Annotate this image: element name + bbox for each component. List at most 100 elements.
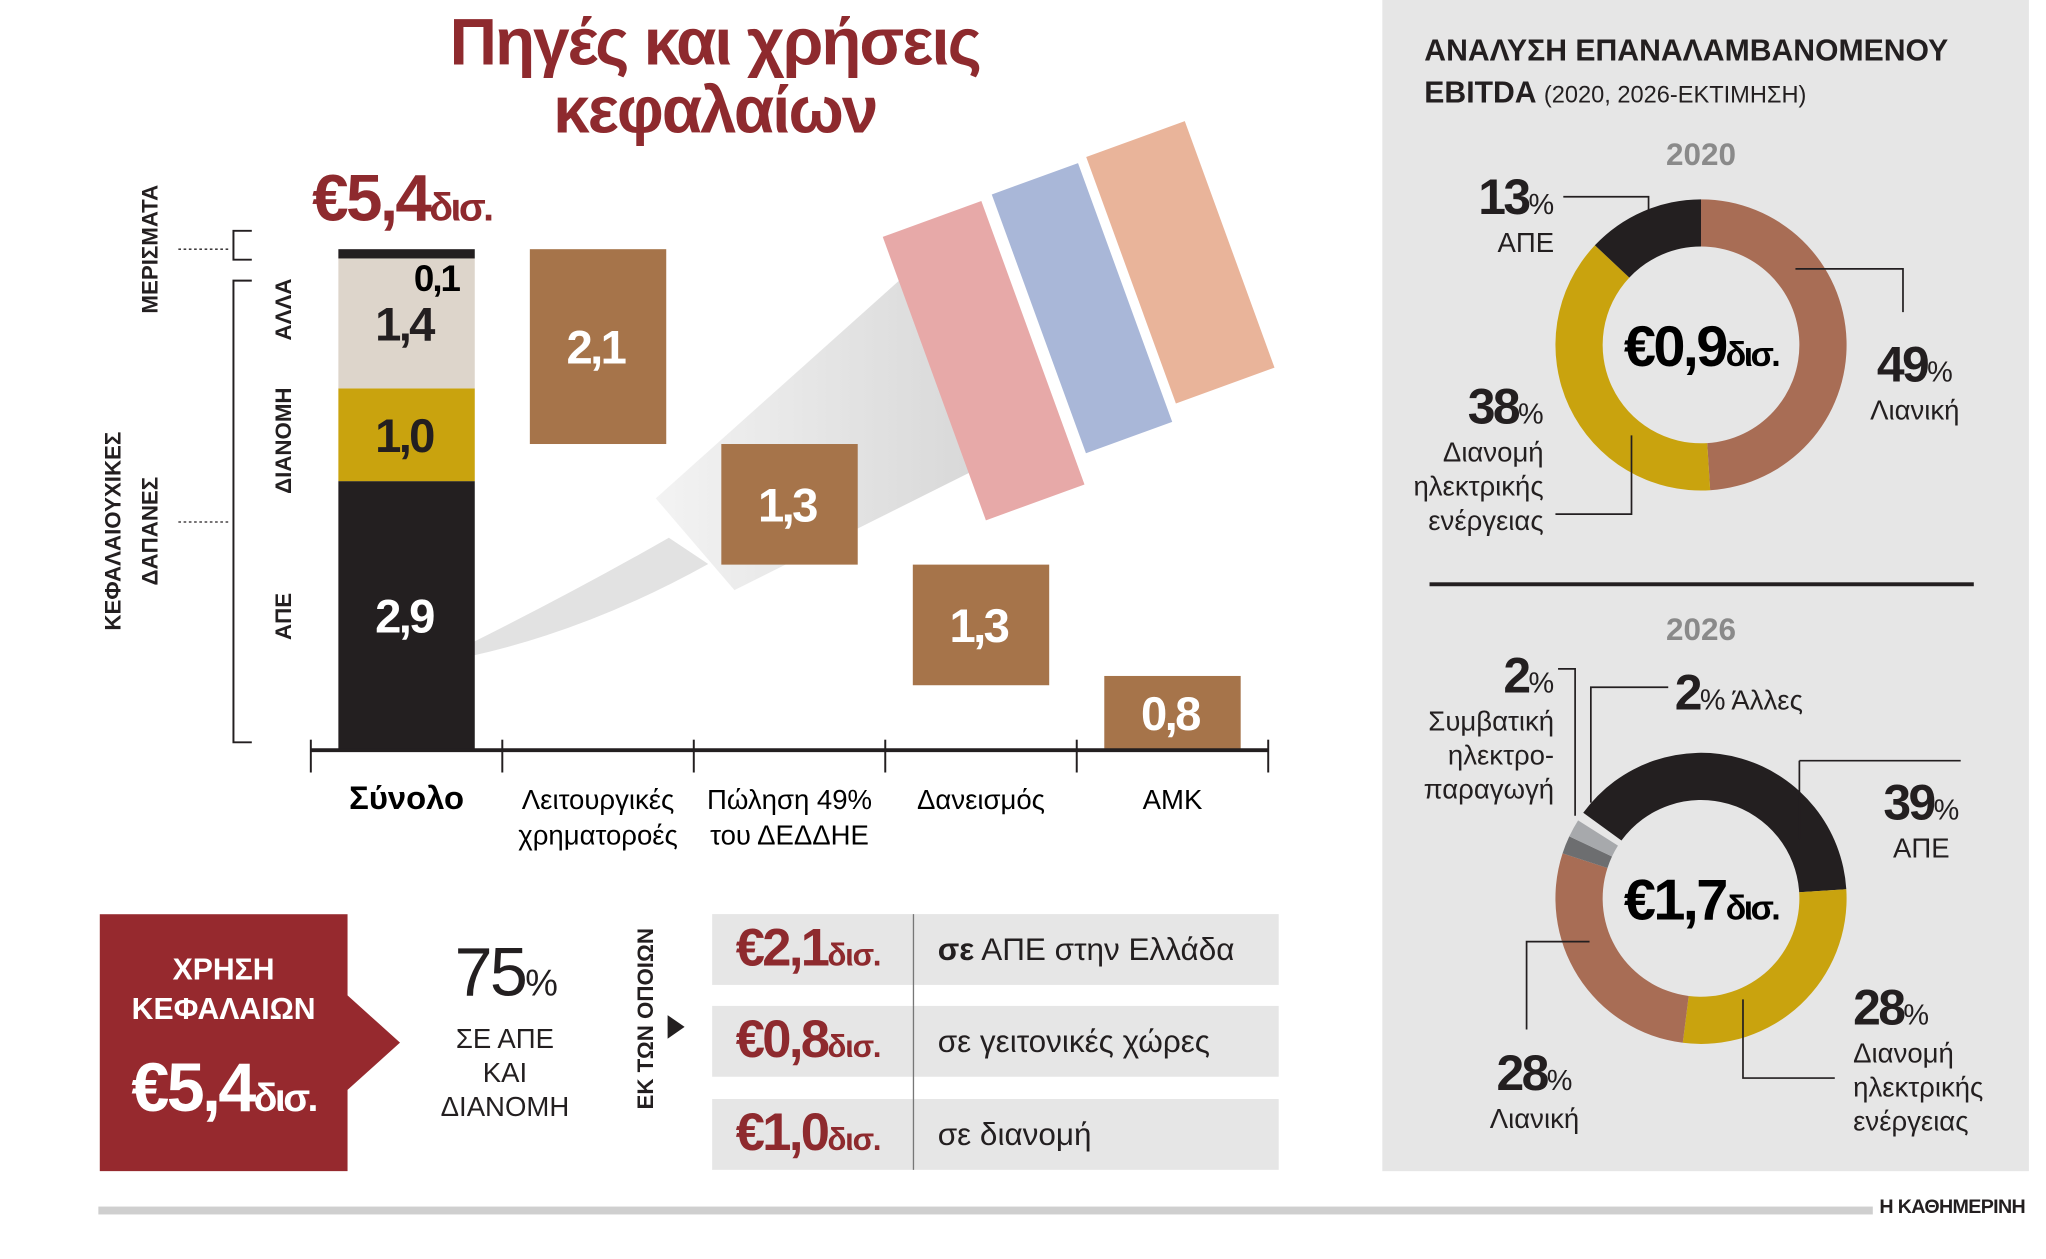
uses-box [99, 914, 401, 1172]
ebitda-title-1: ΑΝΑΛΥΣΗ ΕΠΑΝΑΛΑΜΒΑΝΟΜΕΝΟΥ [1424, 32, 1949, 67]
row-amount: €0,8δισ. [735, 1011, 882, 1070]
name: ΑΠΕ [1497, 228, 1555, 259]
leader-line [1589, 686, 1669, 803]
triangle-right-icon [667, 1015, 685, 1039]
donut-year: 2020 [1666, 137, 1736, 172]
uses-title-2: ΚΕΦΑΛΑΙΩΝ [131, 991, 316, 1026]
pct: 2 [1503, 649, 1531, 705]
of-which-label: ΕΚ ΤΩΝ ΟΠΟΙΩΝ [633, 928, 659, 1110]
waterfall-bar [529, 249, 667, 445]
donut-slice [1583, 752, 1847, 893]
pct: 28 [1496, 1046, 1550, 1102]
waterfall-bar [912, 564, 1050, 686]
name-1: Διανομή [1442, 438, 1544, 469]
panel-separator [1429, 582, 1974, 587]
row-text: σε ΑΠΕ στην Ελλάδα [938, 932, 1235, 969]
bar-segment-label: 2,9 [375, 591, 434, 644]
label-2020-retail: 49% Λιανική [1862, 338, 1967, 428]
bar-segment-ΜΕΡΙΣΜΑΤΑ [338, 249, 475, 259]
name: Λιανική [1870, 396, 1960, 427]
donut-charts: 2020 €0,9δισ. 2026 €1,7δισ. [1525, 137, 1961, 1079]
bar-segment-ΑΛΛΑ [338, 258, 475, 389]
uses-amount-unit: δισ. [253, 1076, 319, 1121]
leader-line [1558, 668, 1576, 816]
label-2020-ape: 13% ΑΠΕ [1443, 170, 1554, 260]
name-2: ηλεκτρικής [1413, 472, 1544, 503]
unit: δισ. [827, 1122, 881, 1159]
uses-row: €1,0δισ. σε διανομή [712, 1099, 1279, 1170]
ebitda-title: ΑΝΑΛΥΣΗ ΕΠΑΝΑΛΑΜΒΑΝΟΜΕΝΟΥ EBITDA (2020, … [1424, 29, 1948, 116]
name-3: παραγωγή [1423, 775, 1555, 806]
name-3: ενέργειας [1428, 506, 1544, 537]
brackets [178, 229, 252, 744]
donut-slice [1594, 199, 1702, 278]
share-caption: ΣΕ ΑΠΕ ΚΑΙ ΔΙΑΝΟΜΗ [426, 1023, 583, 1125]
x-tick-label: ΑΜΚ [1143, 784, 1203, 815]
x-tick-label: Σύνολο [349, 779, 464, 816]
x-tick-label: Λειτουργικές [522, 784, 674, 815]
pct: 28 [1853, 981, 1906, 1037]
pct-sign: % [1933, 793, 1960, 827]
label-2026-other: 2% Άλλες [1675, 666, 1803, 722]
row-amount: €2,1δισ. [736, 919, 882, 978]
share-value: 75% [433, 934, 577, 1013]
leader-line [1525, 940, 1590, 1030]
pct-sign: % [1546, 1063, 1573, 1097]
name: Λιανική [1489, 1104, 1580, 1135]
row-text: σε διανομή [937, 1117, 1092, 1153]
uses-amount-value: €5,4 [131, 1050, 256, 1127]
label-2026-distribution: 28% Διανομή ηλεκτρικής ενέργειας [1853, 981, 2010, 1140]
label-2026-ape: 39% ΑΠΕ [1869, 776, 1974, 866]
x-tick-label: Πώληση 49% [707, 784, 872, 815]
divider [912, 914, 915, 1009]
pct-sign: % [1528, 187, 1555, 221]
uses-row: €0,8δισ. σε γειτονικές χώρες [712, 1005, 1279, 1101]
leader-line [1563, 195, 1650, 221]
amount: €0,8 [735, 1011, 830, 1069]
name: Άλλες [1731, 685, 1803, 717]
row-amount: €1,0δισ. [736, 1104, 882, 1163]
total-amount: €5,4δισ. [312, 160, 494, 236]
divider [912, 1099, 915, 1170]
name-3: ενέργειας [1853, 1106, 1969, 1138]
row-text-bold: σε [937, 932, 975, 968]
bar-segment-label: 1,0 [375, 410, 434, 463]
pct-sign: % [1528, 666, 1555, 700]
donut-year: 2026 [1666, 612, 1736, 647]
leader-line [1742, 999, 1835, 1079]
label-2026-conventional: 2% Συμβατική ηλεκτρο-παραγωγή [1410, 649, 1554, 808]
pct: 2 [1674, 666, 1703, 722]
share-pct-sign: % [525, 962, 558, 1004]
donut-center-label: €0,9δισ. [1624, 315, 1779, 379]
waterfall-bar-label: 2,1 [567, 322, 626, 375]
divider [912, 1005, 915, 1101]
donut-slice [1555, 245, 1711, 491]
name: ΑΠΕ [1893, 834, 1950, 865]
title-line-1: Πηγές και χρήσεις [449, 5, 982, 79]
name-1: Συμβατική [1428, 706, 1555, 738]
name-1: Διανομή [1853, 1038, 1954, 1069]
uses-amount: €5,4δισ. [100, 1049, 348, 1128]
donut-slice [1682, 889, 1847, 1044]
total-value: €5,4 [312, 161, 432, 235]
waterfall-bar-label: 1,3 [950, 600, 1009, 653]
leader-line [1795, 268, 1904, 313]
pct: 13 [1478, 170, 1531, 226]
x-tick-label: χρηματοροές [518, 820, 678, 851]
title-line-2: κεφαλαίων [553, 73, 878, 147]
uses-row: €2,1δισ. σε ΑΠΕ στην Ελλάδα [712, 914, 1279, 1009]
total-unit: δισ. [429, 186, 494, 230]
x-tick-label: του ΔΕΔΔΗΕ [710, 820, 869, 851]
unit: δισ. [827, 1029, 881, 1065]
uses-title: ΧΡΗΣΗ ΚΕΦΑΛΑΙΩΝ [100, 950, 348, 1029]
donut-center-label: €1,7δισ. [1624, 868, 1779, 932]
bar-segment-ΑΠΕ [338, 481, 475, 751]
waterfall-bar-label: 0,8 [1141, 688, 1200, 741]
pct: 49 [1876, 338, 1930, 394]
donut-slice [1701, 199, 1847, 491]
waterfall-bar [721, 444, 858, 565]
uses-title-1: ΧΡΗΣΗ [172, 952, 275, 987]
pct: 39 [1883, 776, 1936, 832]
bar-segment-ΔΙΑΝΟΜΗ [338, 388, 475, 482]
